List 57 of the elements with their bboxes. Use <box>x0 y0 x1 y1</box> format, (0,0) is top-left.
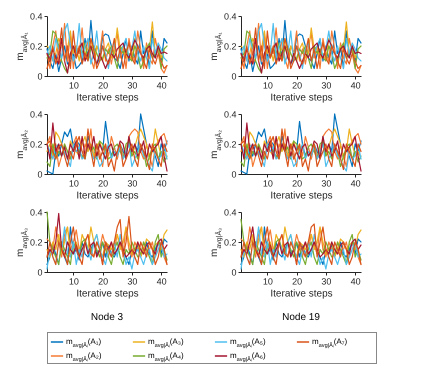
x-axis-title: Iterative steps <box>270 190 333 202</box>
y-tick-label: 0.2 <box>30 238 42 248</box>
x-axis-title: Iterative steps <box>76 190 139 202</box>
x-tick-label: 20 <box>292 80 302 90</box>
x-tick-label: 20 <box>98 178 108 188</box>
x-tick-label: 40 <box>156 80 167 90</box>
y-tick-label: 0 <box>231 170 236 180</box>
x-tick-label: 40 <box>156 178 167 188</box>
x-tick-label: 40 <box>156 276 167 286</box>
y-tick-label: 0.4 <box>224 208 236 218</box>
x-tick-label: 10 <box>68 80 79 90</box>
x-tick-label: 10 <box>68 178 79 188</box>
y-tick-label: 0 <box>37 268 42 278</box>
y-tick-label: 0.4 <box>224 12 236 22</box>
x-tick-label: 20 <box>98 80 108 90</box>
y-tick-label: 0.2 <box>224 140 236 150</box>
y-tick-label: 0 <box>231 268 236 278</box>
x-tick-label: 30 <box>321 178 332 188</box>
x-tick-label: 30 <box>321 276 332 286</box>
x-tick-label: 10 <box>262 276 273 286</box>
legend-label: m$_{avg|Âᵢ}$(A₇) <box>312 337 348 349</box>
x-tick-label: 20 <box>292 276 302 286</box>
y-tick-label: 0.4 <box>30 110 42 120</box>
y-tick-label: 0.2 <box>224 238 236 248</box>
text: Node 19 <box>282 312 320 323</box>
x-tick-label: 30 <box>321 80 332 90</box>
x-axis-title: Iterative steps <box>270 92 333 104</box>
y-tick-label: 0 <box>231 72 236 82</box>
y-tick-label: 0.2 <box>30 140 42 150</box>
legend-label: m$_{avg|Âᵢ}$(A₄) <box>148 351 184 363</box>
x-tick-label: 40 <box>350 178 361 188</box>
y-tick-label: 0 <box>37 72 42 82</box>
y-tick-label: 0.2 <box>224 42 236 52</box>
x-tick-label: 30 <box>127 80 138 90</box>
x-tick-label: 40 <box>350 80 361 90</box>
y-tick-label: 0 <box>37 170 42 180</box>
x-tick-label: 10 <box>262 80 273 90</box>
x-tick-label: 10 <box>262 178 273 188</box>
legend-label: m$_{avg|Âᵢ}$(A₅) <box>230 337 266 349</box>
y-tick-label: 0.4 <box>30 12 42 22</box>
x-tick-label: 40 <box>350 276 361 286</box>
x-axis-title: Iterative steps <box>270 288 333 300</box>
x-axis-title: Iterative steps <box>76 92 139 104</box>
text: Node 3 <box>90 312 124 323</box>
x-tick-label: 20 <box>98 276 108 286</box>
x-tick-label: 30 <box>127 276 138 286</box>
legend-label: m$_{avg|Âᵢ}$(A₆) <box>230 351 266 363</box>
legend-label: m$_{avg|Âᵢ}$(A₂) <box>66 351 102 363</box>
y-tick-label: 0.4 <box>224 110 236 120</box>
x-tick-label: 10 <box>68 276 79 286</box>
legend-label: m$_{avg|Âᵢ}$(A₁) <box>66 337 102 349</box>
x-tick-label: 20 <box>292 178 302 188</box>
x-tick-label: 30 <box>127 178 138 188</box>
legend-label: m$_{avg|Âᵢ}$(A₃) <box>148 337 184 349</box>
x-axis-title: Iterative steps <box>76 288 139 300</box>
y-tick-label: 0.4 <box>30 208 42 218</box>
y-tick-label: 0.2 <box>30 42 42 52</box>
